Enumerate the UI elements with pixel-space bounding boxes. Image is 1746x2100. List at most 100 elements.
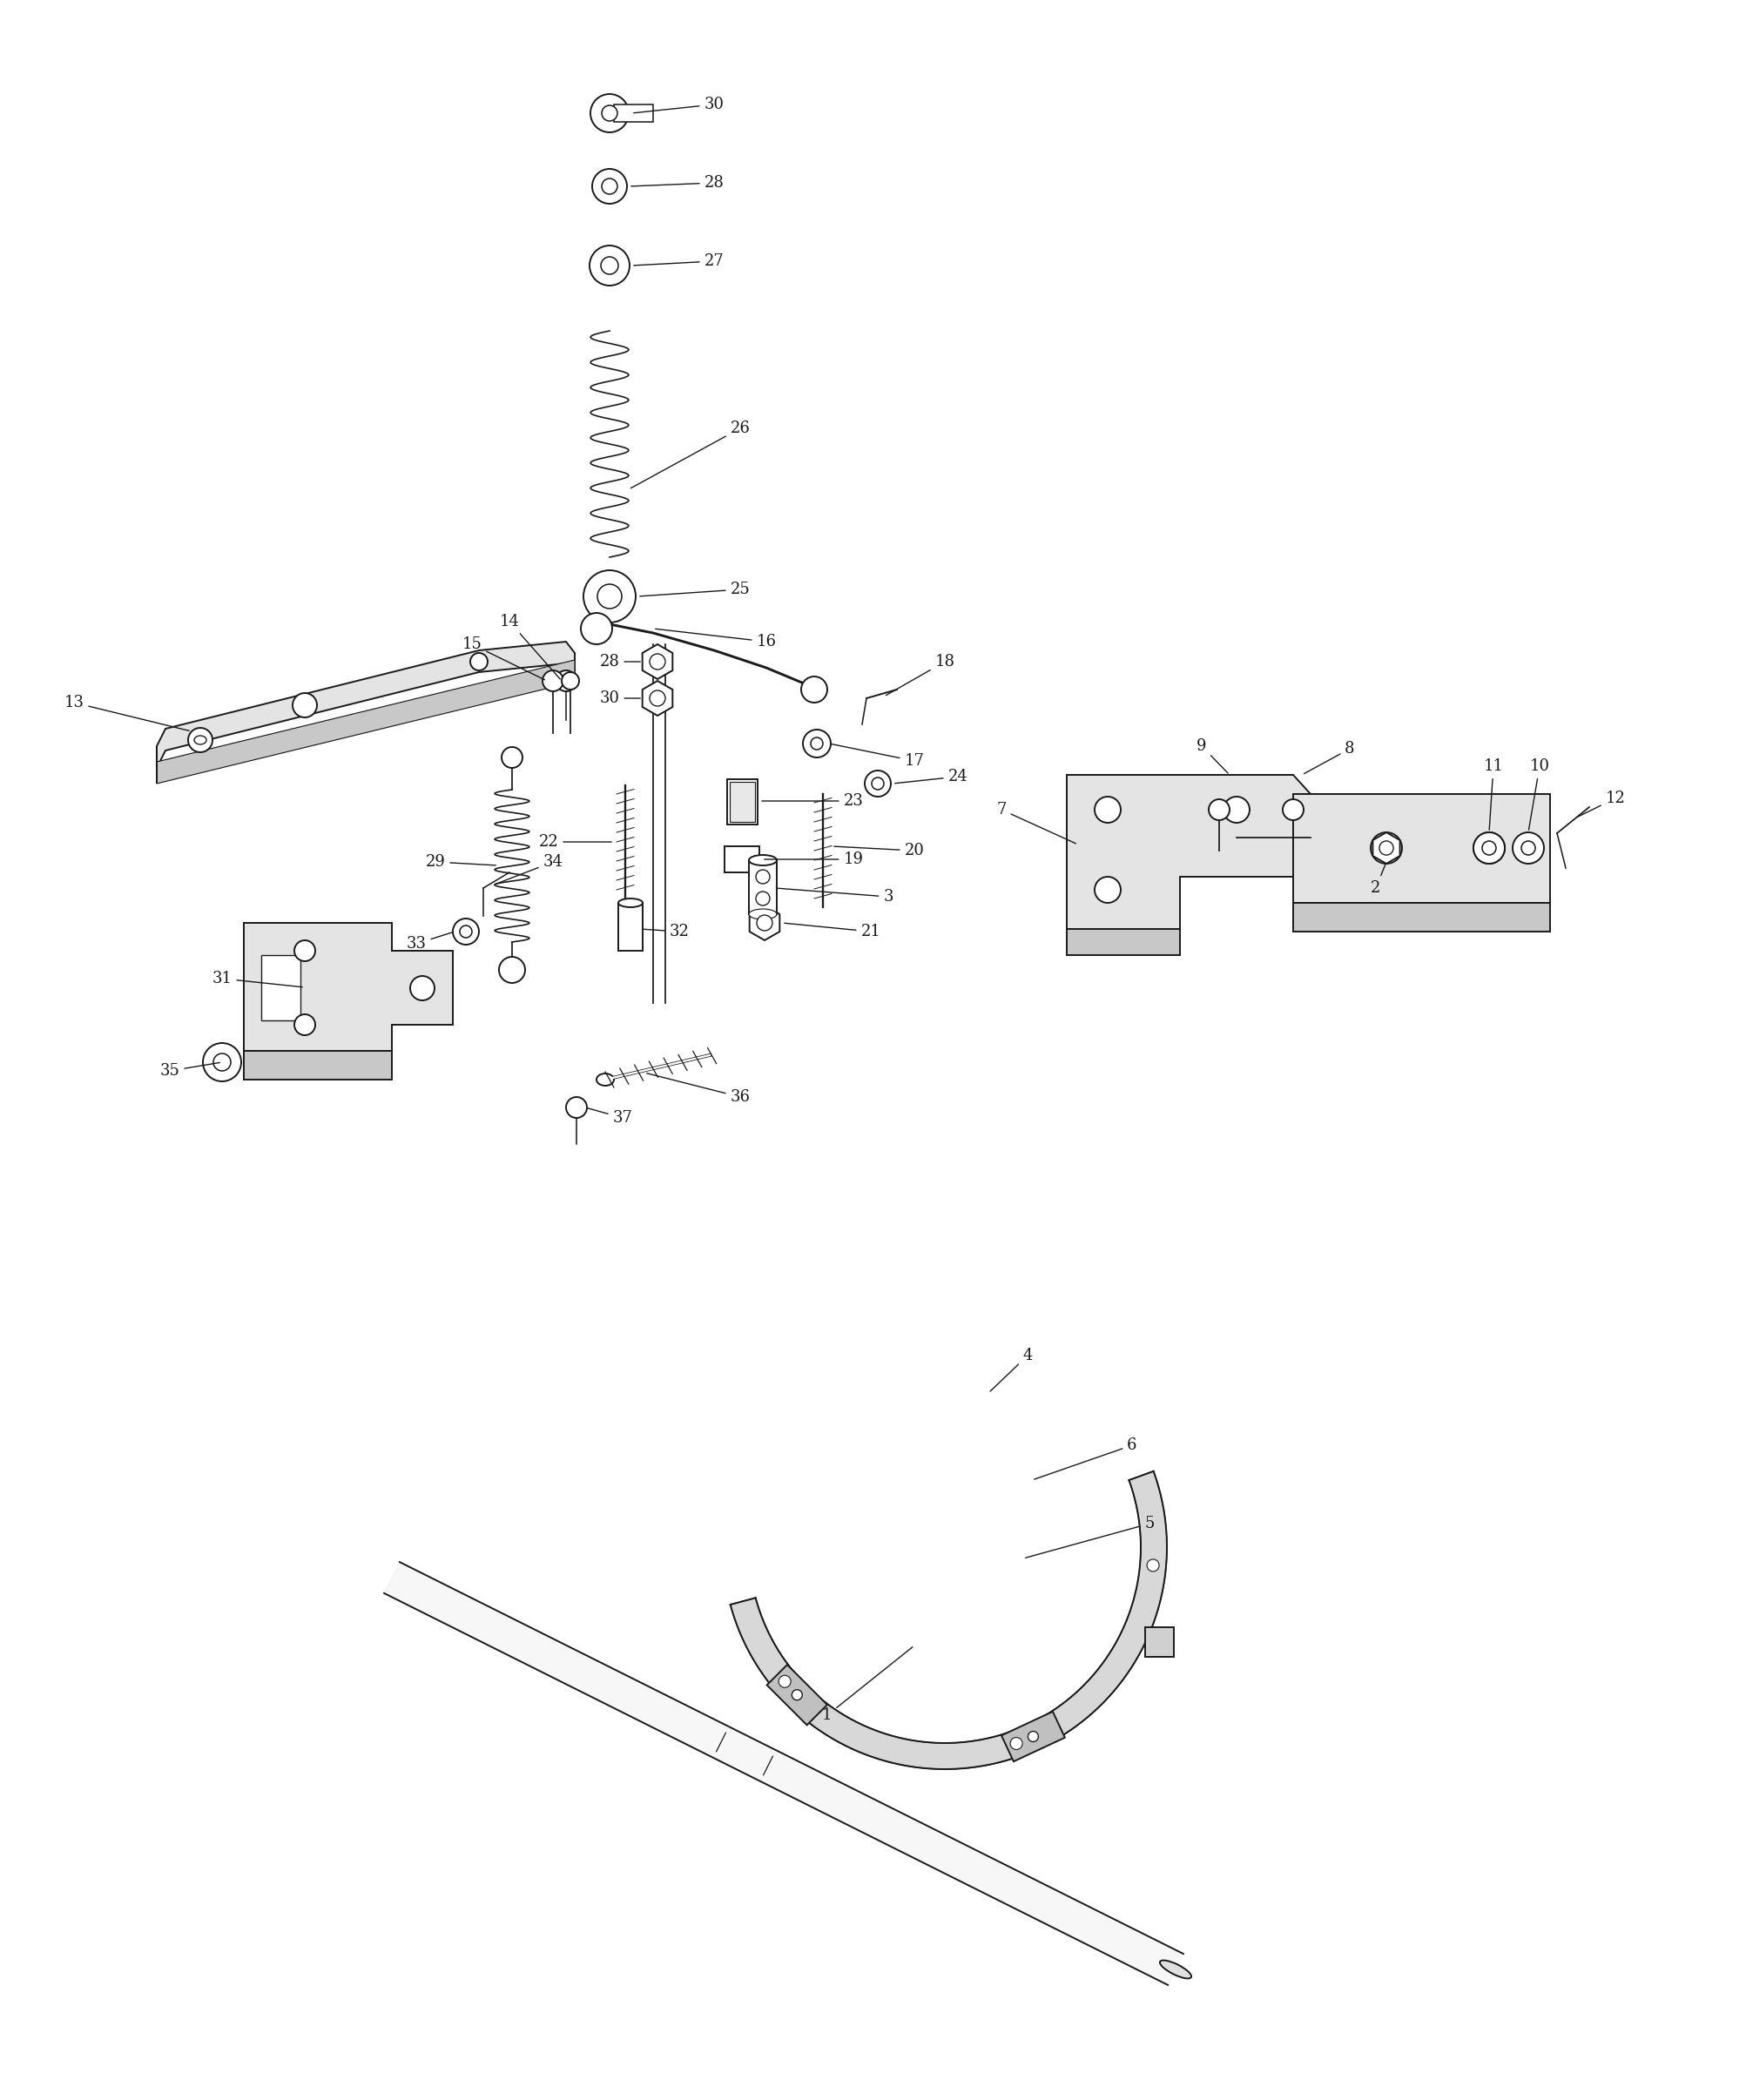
Text: 15: 15 bbox=[463, 636, 545, 680]
Ellipse shape bbox=[597, 1073, 615, 1086]
Text: 18: 18 bbox=[885, 653, 955, 695]
Circle shape bbox=[499, 958, 526, 983]
Circle shape bbox=[562, 672, 580, 689]
Circle shape bbox=[801, 676, 828, 704]
Polygon shape bbox=[749, 905, 780, 941]
Text: 7: 7 bbox=[997, 802, 1076, 844]
Text: 34: 34 bbox=[494, 855, 562, 884]
Circle shape bbox=[1011, 1737, 1023, 1749]
Text: 20: 20 bbox=[835, 842, 924, 859]
Text: 6: 6 bbox=[1034, 1436, 1137, 1478]
Text: 28: 28 bbox=[630, 174, 725, 191]
Text: 30: 30 bbox=[599, 691, 641, 706]
Circle shape bbox=[871, 777, 883, 790]
Bar bbox=[749, 861, 777, 914]
Ellipse shape bbox=[749, 855, 777, 865]
Circle shape bbox=[1379, 840, 1393, 855]
Circle shape bbox=[756, 869, 770, 884]
Polygon shape bbox=[730, 1472, 1166, 1768]
Text: 27: 27 bbox=[634, 254, 725, 269]
Polygon shape bbox=[643, 680, 672, 716]
Circle shape bbox=[583, 571, 636, 622]
Text: 33: 33 bbox=[407, 932, 452, 951]
Text: 26: 26 bbox=[630, 420, 751, 487]
Text: 31: 31 bbox=[211, 970, 302, 987]
Bar bbox=[726, 779, 758, 825]
Ellipse shape bbox=[1159, 1959, 1191, 1978]
Polygon shape bbox=[157, 659, 574, 783]
Circle shape bbox=[1095, 876, 1121, 903]
Circle shape bbox=[803, 729, 831, 758]
Text: 12: 12 bbox=[1577, 790, 1626, 817]
Polygon shape bbox=[1145, 1628, 1173, 1657]
Circle shape bbox=[555, 670, 576, 691]
Circle shape bbox=[295, 1014, 316, 1035]
Circle shape bbox=[650, 691, 665, 706]
Circle shape bbox=[1474, 832, 1505, 863]
Ellipse shape bbox=[618, 899, 643, 907]
Text: 4: 4 bbox=[990, 1348, 1032, 1392]
Text: 36: 36 bbox=[646, 1073, 751, 1105]
Polygon shape bbox=[1002, 1712, 1065, 1762]
Text: 22: 22 bbox=[540, 834, 611, 851]
Circle shape bbox=[1095, 796, 1121, 823]
Circle shape bbox=[566, 1096, 587, 1117]
Circle shape bbox=[581, 613, 613, 645]
Text: 9: 9 bbox=[1196, 739, 1227, 773]
Circle shape bbox=[592, 168, 627, 204]
Text: 25: 25 bbox=[639, 582, 751, 596]
Circle shape bbox=[1474, 832, 1505, 863]
Polygon shape bbox=[643, 645, 672, 678]
Circle shape bbox=[452, 918, 478, 945]
Circle shape bbox=[1482, 840, 1496, 855]
Polygon shape bbox=[157, 643, 574, 769]
Circle shape bbox=[602, 105, 618, 122]
Polygon shape bbox=[244, 1050, 391, 1079]
Circle shape bbox=[410, 977, 435, 1000]
Text: 2: 2 bbox=[1371, 865, 1386, 897]
Circle shape bbox=[543, 670, 564, 691]
Circle shape bbox=[590, 94, 629, 132]
Polygon shape bbox=[1294, 794, 1550, 903]
Text: 28: 28 bbox=[599, 653, 641, 670]
Text: 35: 35 bbox=[161, 1063, 220, 1079]
Polygon shape bbox=[384, 1562, 1184, 1985]
Text: 11: 11 bbox=[1484, 758, 1503, 830]
Circle shape bbox=[501, 748, 522, 769]
Circle shape bbox=[793, 1691, 801, 1701]
Polygon shape bbox=[1067, 775, 1311, 928]
Circle shape bbox=[213, 1054, 230, 1071]
Text: 23: 23 bbox=[761, 794, 863, 808]
Text: 32: 32 bbox=[643, 924, 690, 939]
Polygon shape bbox=[1294, 903, 1550, 932]
Circle shape bbox=[293, 693, 318, 718]
Text: 17: 17 bbox=[831, 743, 924, 769]
Circle shape bbox=[756, 892, 770, 905]
Circle shape bbox=[203, 1044, 241, 1082]
Circle shape bbox=[650, 653, 665, 670]
Polygon shape bbox=[1372, 832, 1400, 863]
Text: 19: 19 bbox=[765, 850, 864, 867]
Circle shape bbox=[470, 653, 487, 670]
Text: 14: 14 bbox=[499, 613, 560, 678]
Polygon shape bbox=[244, 922, 452, 1050]
Polygon shape bbox=[1067, 928, 1180, 956]
Polygon shape bbox=[766, 1665, 828, 1724]
Circle shape bbox=[1147, 1560, 1159, 1571]
Bar bbox=[618, 903, 643, 951]
Text: 3: 3 bbox=[777, 888, 894, 905]
Ellipse shape bbox=[749, 909, 777, 920]
Circle shape bbox=[1371, 832, 1402, 863]
Circle shape bbox=[295, 941, 316, 962]
Circle shape bbox=[602, 179, 618, 193]
Bar bbox=[725, 846, 760, 872]
Circle shape bbox=[864, 771, 890, 796]
Text: 13: 13 bbox=[65, 695, 189, 731]
Text: 30: 30 bbox=[634, 97, 725, 113]
Circle shape bbox=[189, 729, 213, 752]
Text: 29: 29 bbox=[426, 855, 496, 869]
Circle shape bbox=[1208, 800, 1229, 821]
Circle shape bbox=[1028, 1730, 1039, 1741]
Circle shape bbox=[590, 246, 630, 286]
Text: 24: 24 bbox=[896, 769, 967, 785]
